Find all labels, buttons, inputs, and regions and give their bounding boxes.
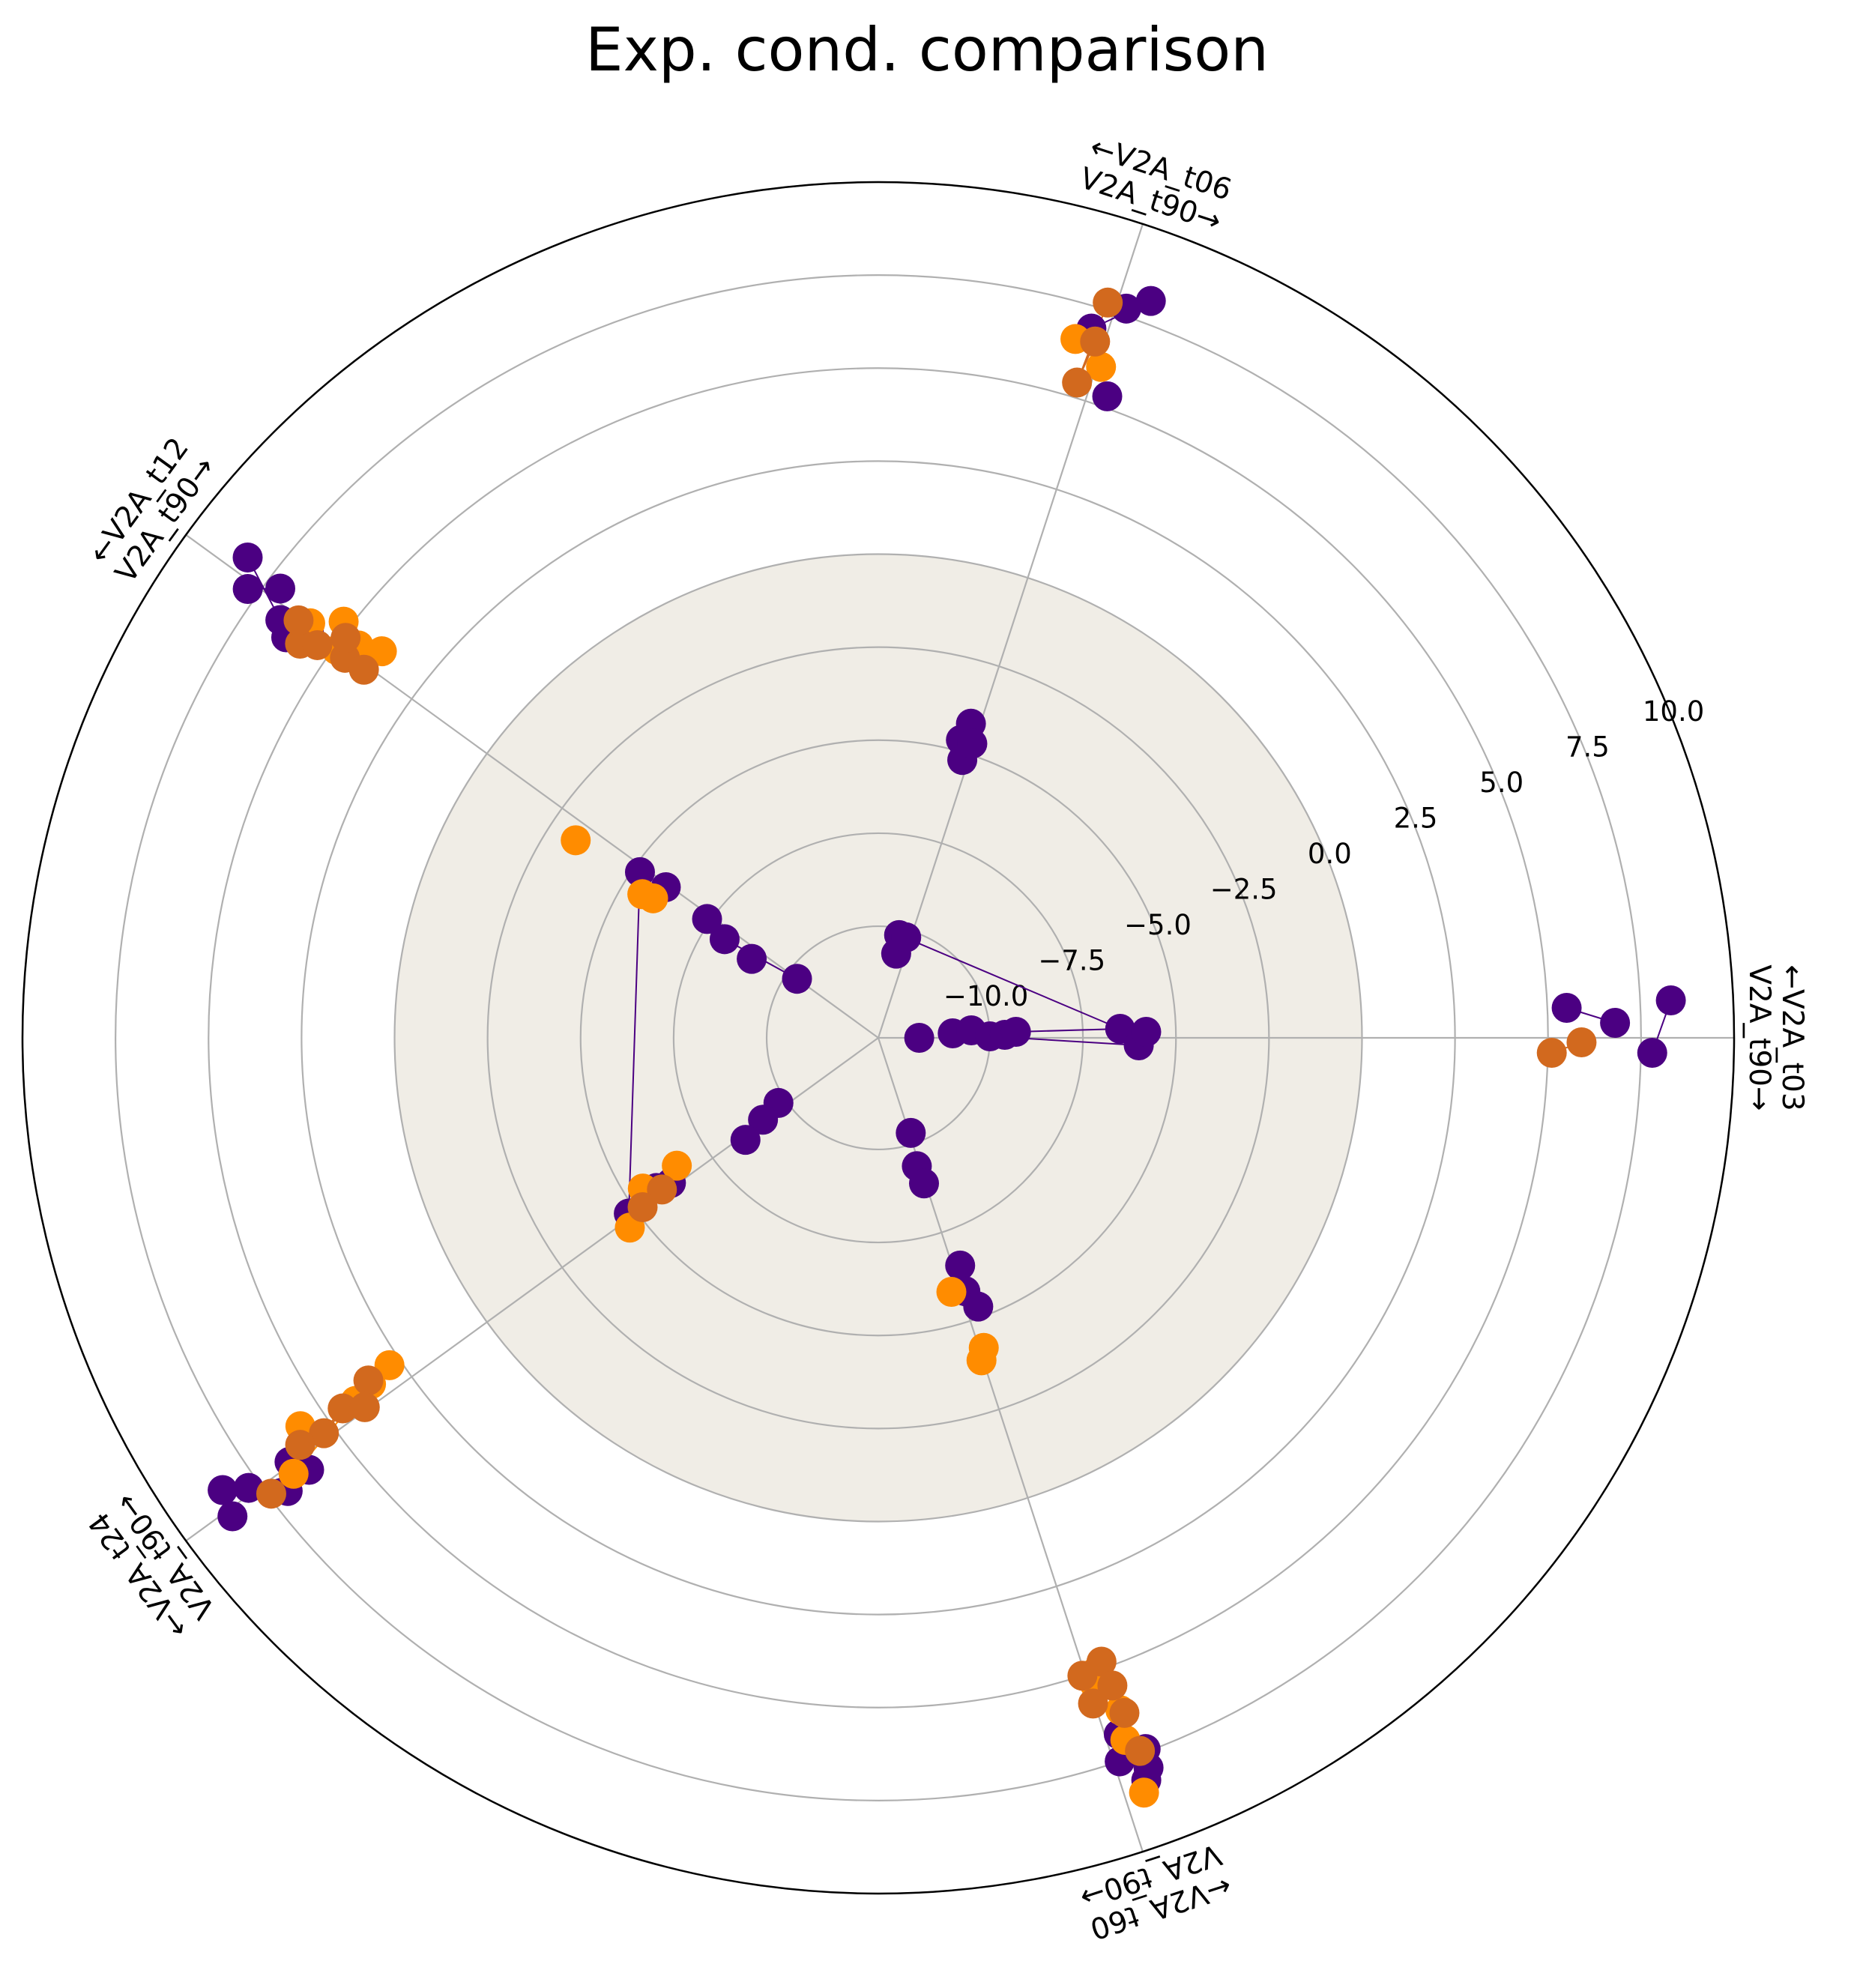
radial-tick-label: 7.5 — [1565, 731, 1610, 763]
data-point — [233, 1472, 264, 1503]
data-point — [348, 654, 379, 685]
data-point — [1600, 1008, 1631, 1038]
radial-tick-label: −7.5 — [1038, 944, 1105, 976]
data-point — [627, 1192, 658, 1223]
data-point — [1551, 993, 1582, 1023]
data-point — [963, 1291, 994, 1322]
data-point — [936, 1276, 967, 1307]
radial-tick-label: −10.0 — [943, 980, 1028, 1012]
data-point — [1566, 1027, 1597, 1057]
radial-tick-label: −2.5 — [1210, 873, 1278, 905]
data-point — [1086, 351, 1117, 382]
chart-title: Exp. cond. comparison — [585, 15, 1269, 85]
data-point — [366, 636, 397, 667]
data-point — [278, 1458, 309, 1489]
data-point — [1125, 1735, 1156, 1766]
data-point — [1655, 985, 1686, 1015]
data-point — [1109, 1697, 1140, 1728]
data-point — [265, 573, 295, 604]
data-point — [309, 1418, 339, 1448]
edge-line — [899, 934, 1121, 1030]
data-point — [232, 574, 263, 605]
radial-tick-label: 10.0 — [1643, 695, 1704, 728]
data-point — [217, 1501, 248, 1532]
data-point — [353, 1365, 384, 1396]
data-point — [624, 856, 655, 887]
data-point — [647, 1174, 677, 1205]
data-point — [1135, 285, 1166, 316]
data-point — [1078, 1688, 1108, 1719]
data-point — [1062, 367, 1093, 398]
data-point — [208, 1475, 238, 1505]
edge-line — [628, 871, 641, 1214]
data-point — [709, 924, 740, 955]
data-point — [256, 1478, 286, 1509]
data-point — [374, 1350, 405, 1380]
data-point — [1067, 1661, 1098, 1691]
data-point — [782, 964, 812, 994]
data-point — [638, 883, 668, 913]
data-point — [1080, 326, 1111, 357]
data-point — [748, 1105, 779, 1135]
data-point — [692, 904, 722, 934]
data-point — [283, 605, 314, 635]
data-point — [1093, 287, 1123, 318]
data-point — [285, 1430, 315, 1460]
data-point — [1536, 1038, 1567, 1068]
radial-tick-label: 0.0 — [1308, 838, 1352, 870]
data-point — [891, 922, 922, 952]
data-point — [1637, 1038, 1667, 1068]
data-point — [662, 1150, 692, 1181]
plot-outer-border — [21, 181, 1736, 1895]
data-point — [909, 1168, 940, 1199]
data-point — [232, 542, 263, 572]
data-point — [1131, 1017, 1162, 1047]
data-point — [737, 943, 767, 974]
data-point — [1097, 1670, 1128, 1701]
data-point — [904, 1023, 934, 1053]
radial-tick-label: −5.0 — [1124, 909, 1192, 941]
data-point — [730, 1125, 761, 1155]
radial-tick-label: 2.5 — [1394, 802, 1438, 834]
data-point — [1129, 1777, 1159, 1808]
data-point — [349, 1392, 380, 1422]
data-point — [330, 623, 361, 653]
data-point — [945, 1250, 976, 1281]
data-point — [966, 1345, 997, 1376]
data-point — [561, 825, 591, 856]
data-point — [327, 1393, 358, 1424]
data-point — [302, 629, 333, 660]
data-point — [1092, 381, 1123, 411]
radial-tick-label: 5.0 — [1479, 767, 1524, 799]
axis-label-line1: ←V2A_t03 — [1775, 964, 1809, 1111]
edge-line — [1015, 1028, 1120, 1033]
data-point — [1000, 1017, 1031, 1047]
data-point — [896, 1117, 926, 1148]
axis-label-line2: V2A_t90→ — [1742, 964, 1776, 1111]
data-point — [957, 728, 988, 759]
